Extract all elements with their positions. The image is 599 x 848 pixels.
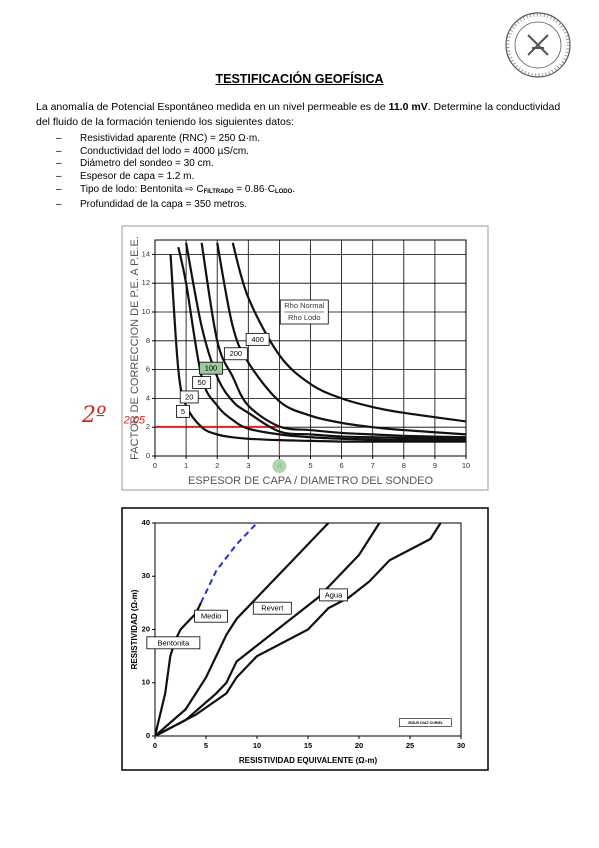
- x-tick-label: 0: [153, 461, 157, 470]
- y-tick-label: 2: [146, 422, 150, 431]
- y-tick-label: 20: [142, 624, 150, 633]
- series-label: 50: [197, 378, 205, 387]
- series-label: Revert: [261, 604, 284, 613]
- y-tick-label: 14: [142, 249, 150, 258]
- series-line: [231, 242, 466, 423]
- x-tick-label: 10: [462, 461, 470, 470]
- y-axis-label: FACTOR DE CORRECCION DE P.E. A P.E.E.: [129, 236, 141, 460]
- text: LODO: [274, 188, 293, 195]
- y-tick-label: 40: [142, 518, 150, 527]
- y-tick-label: 8: [146, 336, 150, 345]
- reading-label: 2,05: [123, 414, 146, 426]
- list-item: Diámetro del sondeo = 30 cm.: [56, 158, 295, 171]
- x-tick-label: 7: [371, 461, 375, 470]
- handwritten-note: 2º: [82, 403, 107, 428]
- series-line: [177, 246, 466, 442]
- series-line: [155, 523, 442, 736]
- chart: 0 5 10 15 20 25 30 0 10 20 30 40 RESISTIVIDAD EQUIVA…: [130, 518, 465, 765]
- series-line: [169, 254, 466, 443]
- list-item: Resistividad aparente (RNC) = 250 Ω·m.: [56, 133, 295, 146]
- list-item: Conductividad del lodo = 4000 µS/cm.: [56, 146, 295, 159]
- x-tick-label: 3: [246, 461, 250, 470]
- figure-frame: [121, 225, 489, 491]
- x-tick-label: 10: [253, 741, 261, 750]
- series-line: [199, 523, 258, 604]
- series-label: 200: [230, 349, 243, 358]
- x-tick-label: 8: [402, 461, 406, 470]
- list-item: Profundidad de la capa = 350 metros.: [56, 199, 295, 212]
- series-label-box: [176, 404, 190, 418]
- x-axis-label: RESISTIVIDAD EQUIVALENTE (Ω-m): [239, 756, 378, 765]
- series-line: [200, 242, 466, 439]
- x-tick-label: 6: [340, 461, 344, 470]
- y-tick-label: 30: [142, 571, 150, 580]
- series-line: [155, 602, 202, 736]
- y-tick-label: 6: [146, 365, 150, 374]
- x-tick-label: 1: [184, 461, 188, 470]
- series-label-box: [223, 347, 248, 361]
- series-label: 20: [185, 392, 193, 401]
- series-label: 400: [251, 335, 264, 344]
- x-tick-label: 25: [406, 741, 414, 750]
- series-label-box: [245, 332, 270, 346]
- y-tick-label: 10: [142, 307, 150, 316]
- credit-box: [398, 718, 452, 727]
- text: . Determine la conductividad del fluido …: [36, 101, 561, 128]
- series-label-box: [194, 609, 229, 623]
- x-axis-label: ESPESOR DE CAPA / DIAMETRO DEL SONDEO: [188, 475, 434, 487]
- text: = 0.86·C: [233, 183, 275, 195]
- chart: 01234567891002468101214ESPESOR DE CAPA /…: [123, 236, 471, 487]
- x-tick-label: 5: [204, 741, 208, 750]
- x-tick-label: 2: [215, 461, 219, 470]
- series-label: Medio: [201, 612, 221, 621]
- list-item: Tipo de lodo: Bentonita ⇨ CFILTRADO = 0.…: [56, 184, 295, 199]
- series-line: [155, 523, 330, 736]
- series-label: 100: [205, 364, 218, 373]
- text: FILTRADO: [203, 188, 234, 195]
- series-label-box: [179, 390, 199, 404]
- list-item: Espesor de capa = 1.2 m.: [56, 171, 295, 184]
- x-tick-label: 15: [304, 741, 312, 750]
- x-tick-label: 0: [153, 741, 157, 750]
- series-label: Bentonita: [158, 638, 191, 647]
- series-line: [185, 242, 466, 440]
- paragraph: La anomalía de Potencial Espontáneo medi…: [36, 100, 566, 130]
- text: La anomalía de Potencial Espontáneo medi…: [36, 101, 389, 113]
- data-list: Resistividad aparente (RNC) = 250 Ω·m. C…: [56, 133, 295, 211]
- highlight: [272, 459, 287, 473]
- series-label-box: [319, 588, 348, 602]
- series-label-box: [146, 636, 201, 650]
- y-tick-label: 4: [146, 393, 150, 402]
- series-label: 5: [181, 407, 185, 416]
- figure-frame: [121, 507, 489, 771]
- title: TESTIFICACIÓN GEOFÍSICA: [215, 72, 384, 86]
- x-tick-label: 30: [457, 741, 465, 750]
- series-line: [216, 242, 466, 436]
- series-line: [155, 523, 381, 736]
- y-axis-label: RESISTIVIDAD (Ω-m): [130, 589, 139, 669]
- y-tick-label: 10: [142, 678, 150, 687]
- x-tick-label: 5: [308, 461, 312, 470]
- x-tick-label: 20: [355, 741, 363, 750]
- annotation: Rho Lodo: [288, 313, 321, 322]
- annotation: Rho Normal: [284, 301, 324, 310]
- text: 11.0 mV: [388, 101, 428, 113]
- y-tick-label: 0: [146, 731, 150, 740]
- credit: JESUS DIAZ CURIEL: [408, 721, 444, 725]
- y-tick-label: 12: [142, 278, 150, 287]
- series-label-box: [252, 601, 292, 615]
- y-tick-label: 0: [146, 451, 150, 460]
- series-label-box: [192, 376, 212, 389]
- text: Tipo de lodo: Bentonita ⇨ C: [80, 183, 204, 195]
- logo: [505, 12, 571, 78]
- series-label: Agua: [325, 590, 343, 599]
- text: .: [292, 183, 296, 195]
- x-tick-label: 9: [433, 461, 437, 470]
- series-label-box: [199, 361, 223, 375]
